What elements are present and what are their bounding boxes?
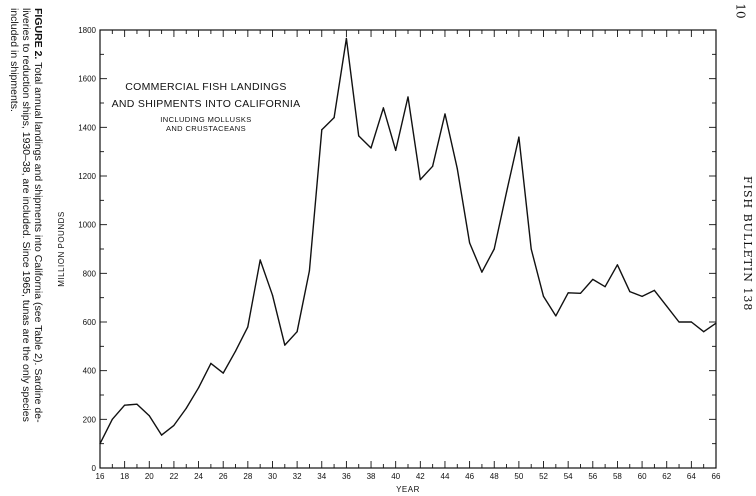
data-point	[456, 168, 458, 170]
x-tick-label: 38	[367, 472, 376, 481]
data-point	[666, 305, 668, 307]
x-tick-label: 58	[613, 472, 622, 481]
x-tick-label: 32	[293, 472, 302, 481]
y-tick-label: 0	[92, 464, 97, 473]
data-point	[530, 248, 532, 250]
data-point	[715, 322, 717, 324]
data-point	[124, 404, 126, 406]
data-point	[653, 289, 656, 291]
chart-title-line: AND SHIPMENTS INTO CALIFORNIA	[112, 98, 301, 110]
y-tick-label: 1600	[78, 75, 96, 84]
y-tick-label: 400	[83, 367, 97, 376]
x-tick-label: 66	[712, 472, 721, 481]
data-point	[345, 37, 347, 40]
x-tick-label: 36	[342, 472, 351, 481]
data-point	[358, 135, 360, 137]
data-point	[555, 315, 557, 317]
data-point	[185, 407, 187, 409]
data-point	[604, 286, 606, 288]
x-tick-label: 50	[514, 472, 523, 481]
x-tick-label: 26	[219, 472, 228, 481]
data-point	[432, 165, 434, 167]
data-point	[419, 179, 421, 181]
chart-subtitle-line: AND CRUSTACEANS	[166, 124, 246, 133]
data-point	[629, 290, 631, 293]
x-axis-title: YEAR	[396, 485, 420, 494]
chart-subtitle-line: INCLUDING MOLLUSKS	[160, 115, 251, 124]
x-tick-label: 20	[145, 472, 154, 481]
data-point	[641, 295, 643, 298]
y-tick-label: 1800	[78, 26, 96, 35]
chart-title-line: COMMERCIAL FISH LANDINGS	[125, 81, 286, 93]
data-point	[703, 331, 705, 333]
data-point	[259, 259, 261, 261]
x-tick-label: 18	[120, 472, 129, 481]
data-point	[567, 292, 569, 294]
data-point	[690, 321, 692, 323]
data-point	[395, 149, 397, 152]
data-point	[333, 117, 335, 119]
data-point	[210, 362, 212, 364]
data-point	[370, 147, 372, 149]
data-point	[234, 350, 237, 352]
data-point	[296, 331, 298, 333]
data-point	[321, 129, 323, 131]
y-tick-label: 1000	[78, 221, 96, 230]
data-point	[161, 434, 163, 436]
x-tick-label: 40	[391, 472, 400, 481]
y-tick-label: 200	[83, 415, 97, 424]
data-point	[382, 107, 384, 109]
x-tick-label: 64	[687, 472, 696, 481]
y-tick-label: 1200	[78, 172, 96, 181]
x-tick-label: 30	[268, 472, 277, 481]
data-point	[173, 424, 175, 427]
data-point	[271, 294, 274, 296]
data-point	[148, 415, 150, 417]
data-point	[678, 321, 680, 323]
x-tick-label: 34	[317, 472, 326, 481]
y-axis-title: MILLION POUNDS	[57, 211, 66, 286]
x-tick-label: 56	[588, 472, 597, 481]
x-tick-label: 60	[638, 472, 647, 481]
x-tick-label: 54	[564, 472, 573, 481]
data-point	[592, 278, 594, 281]
data-point	[284, 344, 286, 346]
data-point	[518, 136, 520, 138]
data-point	[505, 191, 508, 193]
data-point	[99, 443, 101, 445]
x-tick-label: 46	[465, 472, 474, 481]
y-tick-label: 600	[83, 318, 97, 327]
x-tick-label: 28	[243, 472, 252, 481]
data-point	[111, 418, 113, 420]
data-point	[469, 242, 471, 244]
x-tick-label: 48	[490, 472, 499, 481]
data-point	[247, 326, 249, 328]
data-point	[579, 292, 582, 294]
data-point	[616, 264, 619, 266]
data-point	[136, 403, 138, 405]
data-point	[222, 372, 224, 374]
x-tick-label: 62	[662, 472, 671, 481]
data-point	[493, 248, 495, 250]
data-point	[308, 270, 311, 272]
y-tick-label: 800	[83, 269, 97, 278]
x-tick-label: 42	[416, 472, 425, 481]
x-tick-label: 16	[96, 472, 105, 481]
data-point	[542, 295, 545, 298]
x-tick-label: 44	[441, 472, 450, 481]
data-point	[197, 387, 200, 389]
data-point	[407, 96, 409, 98]
x-tick-label: 52	[539, 472, 548, 481]
y-tick-label: 1400	[78, 123, 96, 132]
data-point	[444, 113, 446, 115]
x-tick-label: 22	[169, 472, 178, 481]
x-tick-label: 24	[194, 472, 203, 481]
plot-frame	[99, 29, 717, 469]
data-point	[481, 271, 483, 273]
